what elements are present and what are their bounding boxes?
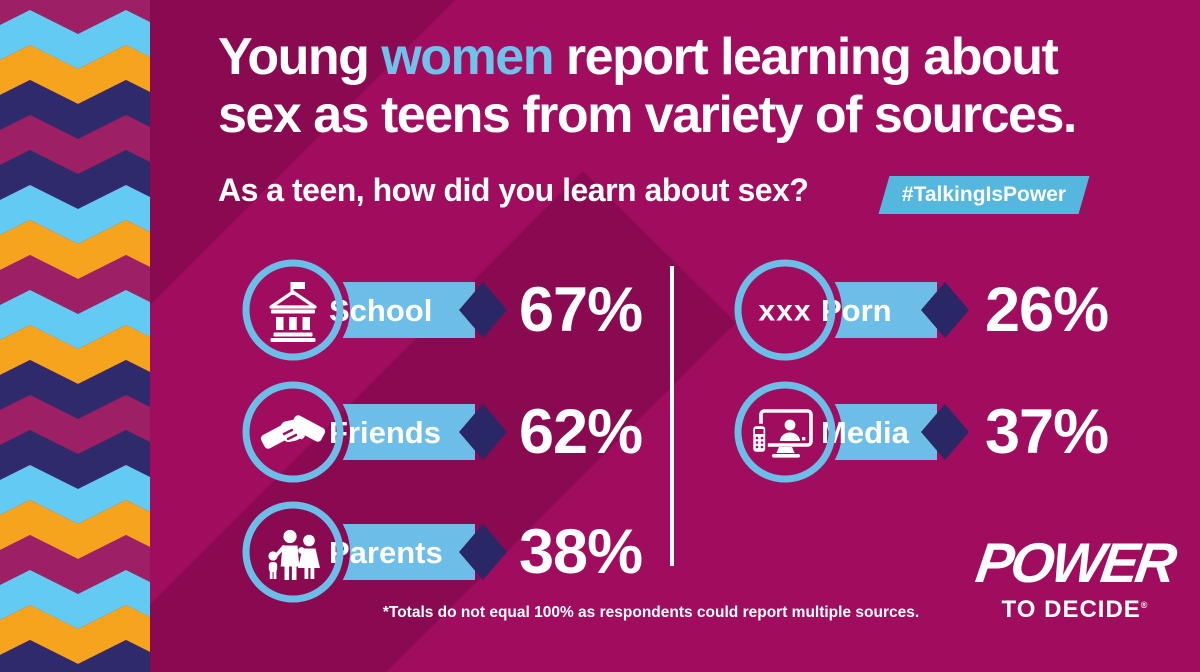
- stat-banner: [293, 524, 507, 580]
- stat-label: School: [329, 293, 432, 328]
- title-line-2: sex as teens from variety of sources.: [218, 86, 1077, 144]
- stat-label: Media: [821, 415, 910, 450]
- family-icon: [268, 529, 320, 580]
- stat-row-media: Media 37%: [723, 368, 1143, 496]
- banner-diamond: [459, 524, 507, 580]
- registered-mark: ®: [1140, 600, 1149, 610]
- stat-value: 62%: [519, 397, 643, 467]
- stat-media-graphic: Media: [734, 381, 969, 483]
- logo-decide-text: TO DECIDE®: [975, 592, 1175, 623]
- stat-label: Friends: [329, 415, 441, 450]
- handshake-icon: [260, 415, 326, 449]
- title-text: report learning about: [552, 28, 1059, 86]
- logo-power-text: POWER: [972, 531, 1178, 594]
- media-icon: [750, 409, 813, 458]
- stat-value: 67%: [519, 275, 643, 345]
- stat-circle-ring: [242, 259, 344, 361]
- banner-diamond: [921, 404, 969, 460]
- stat-friends-graphic: Friends: [242, 381, 507, 483]
- stat-row-friends: Friends 62%: [231, 368, 651, 496]
- title-text: Young: [218, 28, 382, 86]
- logo-decide-label: TO DECIDE: [1001, 596, 1141, 623]
- stat-circle-ring: [734, 381, 836, 483]
- footnote: *Totals do not equal 100% as respondents…: [382, 604, 920, 621]
- stat-parents-graphic: Parents: [242, 501, 507, 603]
- stat-value: 38%: [519, 517, 643, 587]
- stat-banner: [785, 282, 969, 338]
- stat-circle-ring: [242, 381, 344, 483]
- subtitle-question: As a teen, how did you learn about sex?: [218, 172, 809, 208]
- title-line-1: Young women report learning about: [218, 28, 1076, 86]
- banner-diamond: [459, 404, 507, 460]
- stat-row-porn: Porn xxx 26%: [723, 246, 1143, 374]
- column-divider: [670, 266, 674, 566]
- hashtag-badge: #TalkingIsPower: [878, 176, 1090, 214]
- school-icon: [269, 282, 317, 342]
- stat-circle-ring: [734, 259, 836, 361]
- banner-diamond: [921, 282, 969, 338]
- stat-value: 26%: [985, 275, 1109, 345]
- banner-diamond: [459, 282, 507, 338]
- title-highlight-women: women: [381, 28, 554, 86]
- stat-label: Parents: [329, 535, 443, 570]
- stat-circle-ring: [242, 501, 344, 603]
- stat-porn-graphic: Porn xxx: [734, 259, 969, 361]
- hashtag-label: #TalkingIsPower: [901, 183, 1067, 206]
- sidebar-chevron-pattern: [0, 0, 150, 672]
- xxx-icon: xxx: [758, 295, 811, 328]
- power-to-decide-logo: POWER TO DECIDE®: [972, 531, 1177, 623]
- stat-school-graphic: School: [242, 259, 507, 361]
- stat-value: 37%: [985, 397, 1109, 467]
- stat-row-school: School 67%: [231, 246, 651, 374]
- page-title: Young women report learning about sex as…: [218, 28, 1077, 144]
- stat-row-parents: Parents 38%: [231, 488, 651, 616]
- stat-banner: [293, 282, 507, 338]
